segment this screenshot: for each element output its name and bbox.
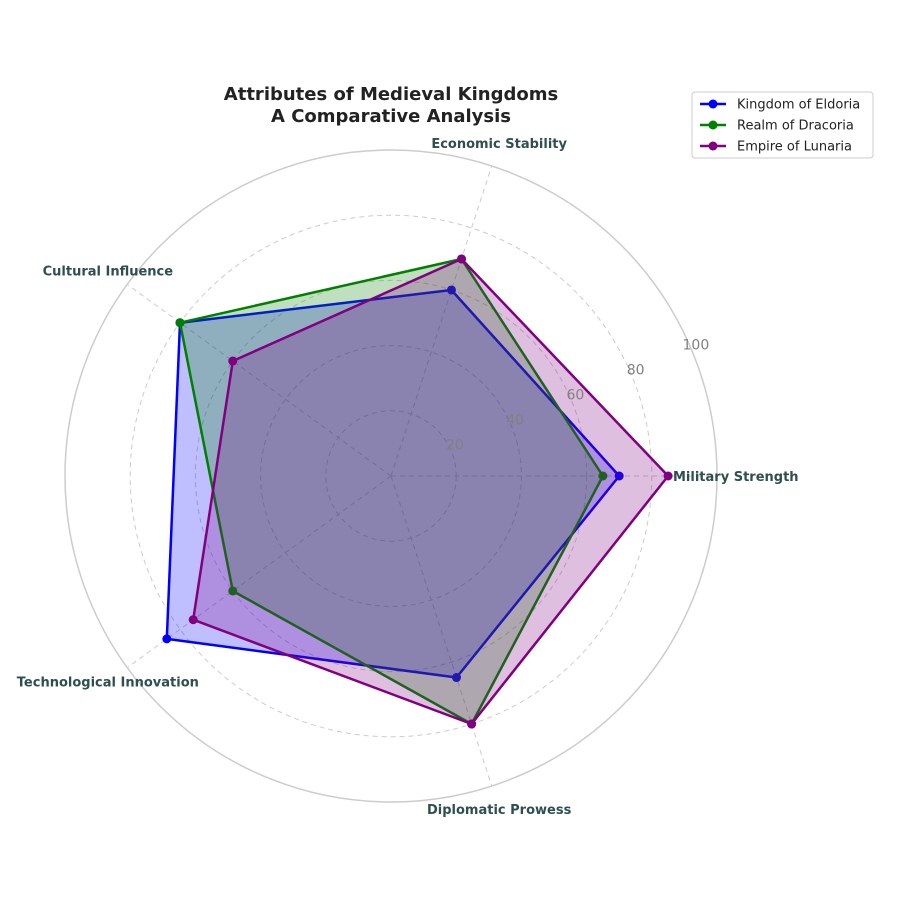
- series-point: [467, 719, 477, 729]
- chart-title: Attributes of Medieval Kingdoms: [224, 84, 558, 105]
- radial-tick-label: 20: [446, 438, 464, 454]
- category-label: Diplomatic Prowess: [427, 803, 572, 818]
- series-point: [228, 356, 238, 366]
- legend-label: Kingdom of Eldoria: [737, 98, 860, 113]
- chart-subtitle: A Comparative Analysis: [271, 106, 511, 127]
- grid-circle: [129, 214, 653, 738]
- grid-spoke: [126, 475, 392, 669]
- series-fill: [180, 259, 603, 724]
- category-label: Technological Innovation: [17, 676, 199, 691]
- series-point: [188, 615, 198, 625]
- category-label: Military Strength: [673, 470, 799, 485]
- legend-marker: [708, 141, 718, 151]
- series-line: [178, 257, 605, 726]
- radial-tick-label: 60: [566, 388, 584, 404]
- radial-tick-label: 80: [627, 363, 645, 379]
- legend-marker: [708, 99, 718, 109]
- grid-spoke: [126, 283, 392, 477]
- legend-marker: [708, 120, 718, 130]
- series-point: [614, 471, 624, 481]
- series-point: [175, 318, 185, 328]
- series-point: [228, 586, 238, 596]
- series-point: [663, 471, 673, 481]
- grid-spoke: [390, 165, 493, 477]
- radar-series: [162, 254, 673, 729]
- grid-circle: [194, 279, 588, 673]
- series-line: [165, 288, 621, 679]
- grid-spoke: [390, 475, 493, 787]
- legend-label: Realm of Dracoria: [737, 119, 854, 134]
- radar-labels: 20 40 60 80 100 Military Strength Economic Sta…: [17, 137, 799, 818]
- radial-tick-label: 100: [683, 338, 710, 354]
- category-label: Economic Stability: [431, 137, 567, 152]
- series-point: [162, 634, 172, 644]
- legend-label: Empire of Lunaria: [737, 140, 852, 155]
- series-fill: [166, 290, 620, 678]
- series-point: [598, 471, 608, 481]
- radar-grid: [64, 149, 718, 803]
- series-point: [446, 285, 456, 295]
- legend: Kingdom of Eldoria Realm of Dracoria Empir…: [691, 91, 874, 159]
- series-point: [457, 254, 467, 264]
- radial-tick-label: 40: [506, 413, 524, 429]
- series-fill: [193, 259, 669, 724]
- series-line: [191, 257, 670, 726]
- series-point: [451, 673, 461, 683]
- category-label: Cultural Influence: [43, 264, 174, 279]
- legend-box: [691, 91, 874, 159]
